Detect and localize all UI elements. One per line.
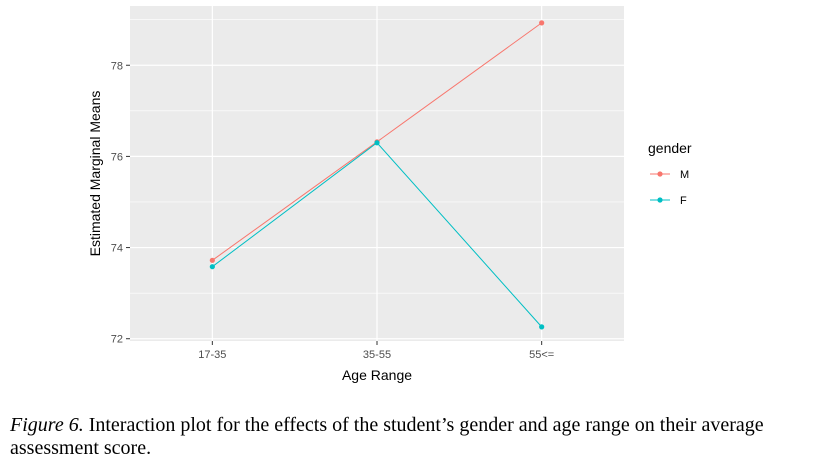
y-tick-label: 78 [111,60,123,72]
caption-text: Interaction plot for the effects of the … [10,414,764,459]
legend: gender M F [648,140,692,207]
y-tick-label: 72 [111,334,123,346]
x-axis-title: Age Range [342,367,412,383]
legend-key-point [657,171,663,177]
interaction-plot: 72 74 76 78 17-35 35-55 55<= Age Range Estima… [87,6,692,383]
data-point-F [374,140,380,146]
data-point-M [209,257,215,263]
x-tick-label: 17-35 [198,349,226,361]
major-gridlines [130,6,624,341]
legend-label: F [680,195,687,207]
figure-label: Figure 6. [10,414,84,436]
figure-caption: Figure 6. Interaction plot for the effec… [10,414,835,460]
y-axis-title: Estimated Marginal Means [87,91,103,257]
legend-title: gender [648,140,692,156]
legend-label: M [680,169,689,181]
data-point-M [539,20,545,26]
x-axis: 17-35 35-55 55<= [198,341,554,361]
series-layer [209,20,545,330]
x-tick-label: 55<= [529,349,554,361]
y-tick-label: 76 [111,151,123,163]
data-point-F [209,264,215,270]
data-point-F [539,324,545,330]
legend-key-point [657,197,663,203]
y-tick-label: 74 [111,243,123,255]
x-tick-label: 35-55 [363,349,391,361]
y-axis: 72 74 76 78 [111,60,130,346]
